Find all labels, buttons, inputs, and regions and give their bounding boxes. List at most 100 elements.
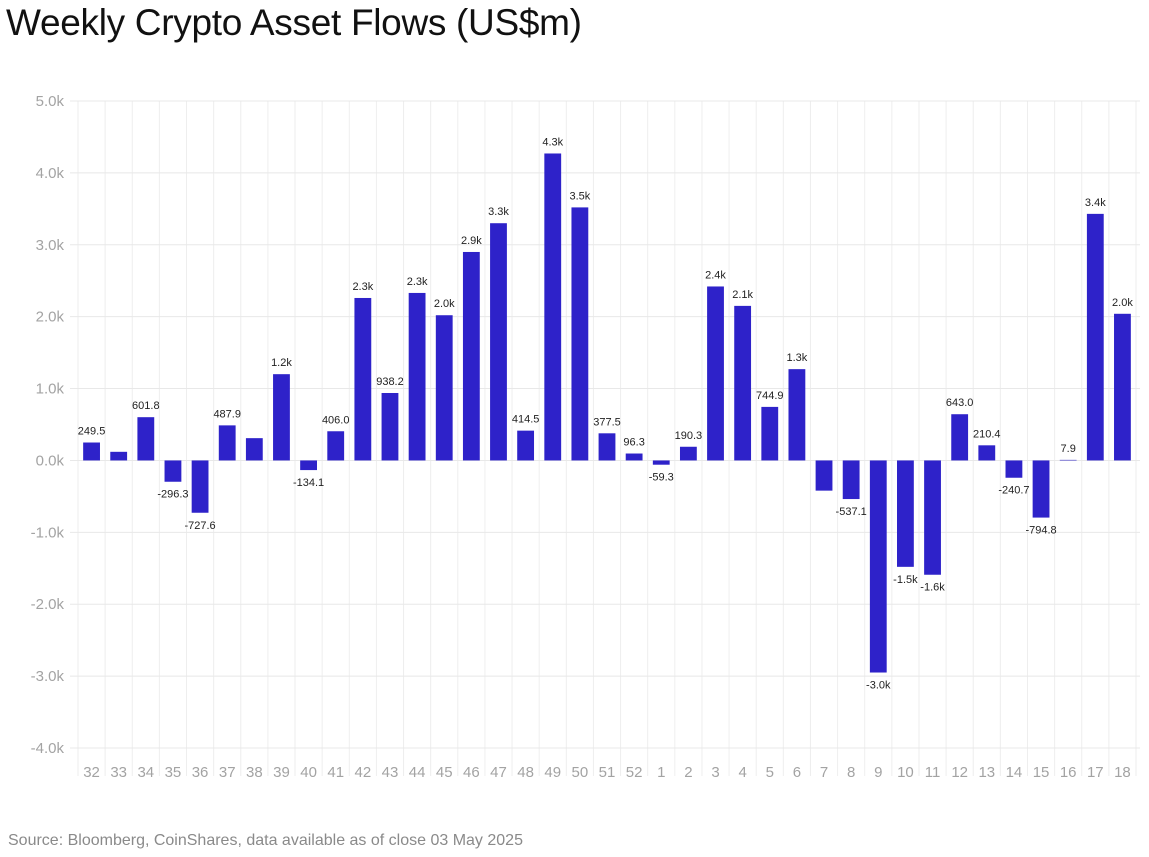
x-tick-label: 46 xyxy=(463,764,480,781)
data-label: 1.2k xyxy=(271,357,292,369)
bar xyxy=(354,297,372,461)
data-label: 3.5k xyxy=(569,190,590,202)
y-tick-label: -1.0k xyxy=(31,524,65,541)
y-tick-label: 3.0k xyxy=(36,237,65,254)
data-label: 4.3k xyxy=(542,136,563,148)
x-tick-label: 37 xyxy=(219,764,236,781)
bar xyxy=(517,430,535,461)
bar xyxy=(652,460,670,465)
bar xyxy=(625,453,643,461)
data-label: -296.3 xyxy=(157,489,188,501)
x-tick-label: 8 xyxy=(847,764,855,781)
x-tick-label: 14 xyxy=(1006,764,1023,781)
x-tick-label: 17 xyxy=(1087,764,1104,781)
x-tick-label: 33 xyxy=(110,764,127,781)
data-label: 210.4 xyxy=(973,428,1001,440)
bar xyxy=(951,414,969,461)
bar xyxy=(1114,313,1131,461)
bar xyxy=(815,460,833,491)
bar xyxy=(490,223,507,461)
data-label: -1.6k xyxy=(920,582,945,594)
x-tick-label: 36 xyxy=(192,764,209,781)
bar xyxy=(218,425,236,461)
x-tick-label: 49 xyxy=(544,764,561,781)
x-tick-label: 39 xyxy=(273,764,290,781)
bar xyxy=(679,446,697,461)
y-tick-label: -3.0k xyxy=(31,668,65,685)
x-tick-label: 47 xyxy=(490,764,507,781)
bar xyxy=(273,374,290,461)
source-note: Source: Bloomberg, CoinShares, data avai… xyxy=(8,832,523,849)
bar xyxy=(245,438,263,461)
x-tick-label: 42 xyxy=(355,764,372,781)
bar xyxy=(137,417,155,461)
bar xyxy=(571,207,589,461)
data-label: 7.9 xyxy=(1061,443,1076,455)
x-tick-label: 9 xyxy=(874,764,882,781)
x-tick-label: 51 xyxy=(599,764,616,781)
x-tick-label: 4 xyxy=(738,764,746,781)
x-tick-label: 34 xyxy=(137,764,154,781)
data-label: 1.3k xyxy=(786,352,807,364)
data-label: 2.4k xyxy=(705,269,726,281)
bar xyxy=(924,460,941,575)
bar xyxy=(462,251,480,461)
x-tick-label: 52 xyxy=(626,764,643,781)
bar xyxy=(734,305,752,461)
data-label: -727.6 xyxy=(184,520,215,532)
data-label: 2.1k xyxy=(732,289,753,301)
bar xyxy=(707,286,724,461)
bar xyxy=(869,460,887,673)
y-tick-label: -2.0k xyxy=(31,596,65,613)
x-tick-label: 7 xyxy=(820,764,828,781)
data-label: 3.4k xyxy=(1085,197,1106,209)
data-label: -537.1 xyxy=(836,506,867,518)
bar xyxy=(381,392,399,461)
bar xyxy=(1059,459,1077,461)
data-label: -134.1 xyxy=(293,477,324,489)
data-label: 2.0k xyxy=(434,298,455,310)
x-tick-label: 50 xyxy=(572,764,589,781)
x-tick-label: 48 xyxy=(517,764,534,781)
x-tick-label: 12 xyxy=(951,764,968,781)
bar xyxy=(544,153,562,461)
y-tick-label: 4.0k xyxy=(36,165,65,182)
bar xyxy=(788,369,806,461)
data-label: 601.8 xyxy=(132,400,160,412)
y-tick-label: -4.0k xyxy=(31,740,65,757)
x-tick-label: 11 xyxy=(925,764,941,781)
x-tick-label: 43 xyxy=(382,764,399,781)
data-label: 377.5 xyxy=(593,416,621,428)
x-tick-label: 32 xyxy=(83,764,100,781)
bar xyxy=(1032,460,1050,518)
data-label: -240.7 xyxy=(998,485,1029,497)
y-tick-label: 1.0k xyxy=(36,381,65,398)
bar xyxy=(978,445,996,461)
data-label: 2.3k xyxy=(352,281,373,293)
data-label: 744.9 xyxy=(756,390,784,402)
x-tick-label: 5 xyxy=(766,764,774,781)
bar xyxy=(1086,213,1104,461)
bar xyxy=(83,442,100,461)
bar xyxy=(191,460,209,513)
bar xyxy=(110,451,128,461)
bar xyxy=(300,460,317,471)
x-tick-label: 35 xyxy=(165,764,182,781)
bar xyxy=(164,460,182,482)
data-label: -794.8 xyxy=(1025,525,1056,537)
data-label: 643.0 xyxy=(946,397,974,409)
x-tick-label: 18 xyxy=(1114,764,1131,781)
x-tick-label: 13 xyxy=(978,764,995,781)
data-label: 2.0k xyxy=(1112,297,1133,309)
data-label: -3.0k xyxy=(866,680,891,692)
bar xyxy=(1005,460,1023,478)
x-tick-label: 2 xyxy=(684,764,692,781)
data-label: 2.3k xyxy=(407,276,428,288)
data-label: 938.2 xyxy=(376,376,404,388)
x-tick-label: 15 xyxy=(1033,764,1050,781)
bar xyxy=(408,292,426,461)
data-label: 487.9 xyxy=(213,408,241,420)
bar xyxy=(435,315,453,461)
y-tick-label: 0.0k xyxy=(36,452,65,469)
